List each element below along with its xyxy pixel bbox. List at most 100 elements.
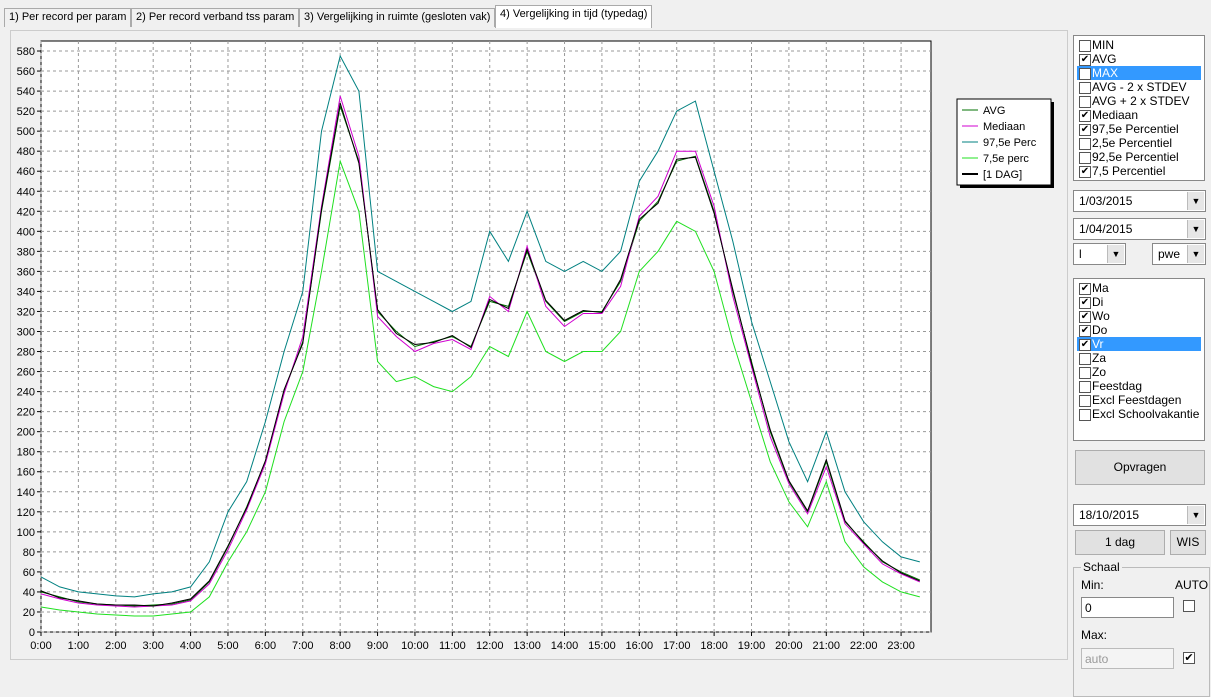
checkbox[interactable] [1079, 409, 1091, 421]
checkbox[interactable] [1079, 381, 1091, 393]
y-tick-label: 360 [17, 266, 35, 278]
y-tick-label: 480 [17, 146, 35, 158]
checklist-item[interactable]: ✔ Wo [1077, 309, 1201, 323]
dropdown-arrow[interactable]: ▼ [1107, 245, 1124, 263]
checkbox[interactable] [1079, 138, 1091, 150]
checkbox[interactable]: ✔ [1079, 124, 1091, 136]
checklist-item[interactable]: AVG + 2 x STDEV [1077, 94, 1201, 108]
tab[interactable]: 1) Per record per param [4, 8, 132, 27]
x-tick-label: 21:00 [813, 640, 841, 652]
legend-label: Mediaan [983, 121, 1025, 133]
x-tick-label: 13:00 [513, 640, 541, 652]
item-label: Vr [1092, 337, 1104, 351]
checkbox[interactable]: ✔ [1079, 166, 1091, 178]
combo-box[interactable]: 1/03/2015 ▼ [1073, 190, 1206, 212]
button[interactable]: 1 dag [1075, 530, 1165, 555]
checkbox[interactable] [1183, 600, 1195, 612]
group-title: Schaal [1081, 560, 1122, 574]
checkbox[interactable]: ✔ [1079, 297, 1091, 309]
checklist-item[interactable]: ✔ Mediaan [1077, 108, 1201, 122]
checklist-item[interactable]: MAX [1077, 66, 1201, 80]
item-label: 7,5 Percentiel [1092, 164, 1166, 178]
checkbox[interactable]: ✔ [1079, 325, 1091, 337]
checklist-item[interactable]: ✔ AVG [1077, 52, 1201, 66]
item-label: AVG + 2 x STDEV [1092, 94, 1190, 108]
legend-label: AVG [983, 105, 1005, 117]
checkbox[interactable]: ✔ [1079, 283, 1091, 295]
checklist-item[interactable]: ✔ Di [1077, 295, 1201, 309]
y-tick-label: 100 [17, 527, 35, 539]
tab[interactable]: 3) Vergelijking in ruimte (gesloten vak) [299, 8, 496, 27]
checkbox[interactable]: ✔ [1079, 110, 1091, 122]
checklist-item[interactable]: MIN [1077, 38, 1201, 52]
checkbox[interactable] [1079, 68, 1091, 80]
chart: 0 20 40 60 80 100 120 140 160 180 200 220 240 260 280 3… [17, 40, 1054, 652]
y-tick-label: 120 [17, 507, 35, 519]
combo-box[interactable]: 18/10/2015 ▼ [1073, 504, 1206, 526]
x-tick-label: 4:00 [180, 640, 201, 652]
checklist-item[interactable]: Za [1077, 351, 1201, 365]
combo-value: pwe [1158, 247, 1181, 261]
checkbox[interactable] [1079, 152, 1091, 164]
x-tick-label: 12:00 [476, 640, 504, 652]
checkbox[interactable]: ✔ [1183, 652, 1195, 664]
combo-value: 1/03/2015 [1079, 194, 1133, 208]
checklist-item[interactable]: 92,5e Percentiel [1077, 150, 1201, 164]
item-label: MAX [1092, 66, 1119, 80]
checklist-item[interactable]: ✔ Vr [1077, 337, 1201, 351]
checkbox[interactable] [1079, 96, 1091, 108]
y-tick-label: 400 [17, 226, 35, 238]
checklist-item[interactable]: ✔ Do [1077, 323, 1201, 337]
tab[interactable]: 2) Per record verband tss param [131, 8, 300, 27]
checkbox[interactable]: ✔ [1079, 339, 1091, 351]
text-input[interactable]: auto [1081, 648, 1174, 669]
series-line [40, 54, 920, 598]
button[interactable]: Opvragen [1075, 450, 1205, 485]
y-tick-label: 240 [17, 387, 35, 399]
x-tick-label: 19:00 [738, 640, 766, 652]
checkbox[interactable] [1079, 367, 1091, 379]
checkbox[interactable]: ✔ [1079, 54, 1091, 66]
text-input[interactable]: 0 [1081, 597, 1174, 618]
checkbox[interactable] [1079, 40, 1091, 52]
dropdown-arrow[interactable]: ▼ [1187, 506, 1204, 524]
checklist-item[interactable]: Excl Feestdagen [1077, 393, 1201, 407]
item-label: Do [1092, 323, 1108, 337]
checkbox[interactable]: ✔ [1079, 311, 1091, 323]
tab[interactable]: 4) Vergelijking in tijd (typedag) [495, 5, 653, 28]
y-tick-label: 500 [17, 126, 35, 138]
dropdown-arrow[interactable]: ▼ [1187, 245, 1204, 263]
label: Min: [1081, 578, 1104, 592]
checkbox[interactable] [1079, 353, 1091, 365]
y-tick-label: 160 [17, 467, 35, 479]
checklist-item[interactable]: ✔ 97,5e Percentiel [1077, 122, 1201, 136]
x-tick-label: 10:00 [401, 640, 429, 652]
checklist-item[interactable]: AVG - 2 x STDEV [1077, 80, 1201, 94]
checklist-item[interactable]: ✔ 7,5 Percentiel [1077, 164, 1201, 178]
legend-label: [1 DAG] [983, 169, 1022, 181]
x-tick-label: 11:00 [439, 640, 466, 652]
checkbox[interactable] [1079, 395, 1091, 407]
checklist-item[interactable]: Zo [1077, 365, 1201, 379]
button[interactable]: WIS [1170, 530, 1206, 555]
checkbox[interactable] [1079, 82, 1091, 94]
y-tick-label: 440 [17, 186, 35, 198]
item-label: Excl Feestdagen [1092, 393, 1182, 407]
combo-box[interactable]: pwe ▼ [1152, 243, 1206, 265]
checklist-item[interactable]: Excl Schoolvakantie [1077, 407, 1201, 421]
plot-area [40, 40, 932, 633]
x-tick-label: 15:00 [588, 640, 616, 652]
y-tick-label: 260 [17, 367, 35, 379]
y-tick-label: 40 [23, 587, 35, 599]
checklist-item[interactable]: ✔ Ma [1077, 281, 1201, 295]
combo-box[interactable]: l ▼ [1073, 243, 1126, 265]
checklist-item[interactable]: 2,5e Percentiel [1077, 136, 1201, 150]
checklist-item[interactable]: Feestdag [1077, 379, 1201, 393]
dropdown-arrow[interactable]: ▼ [1187, 192, 1204, 210]
y-tick-label: 560 [17, 66, 35, 78]
y-tick-label: 320 [17, 306, 35, 318]
combo-box[interactable]: 1/04/2015 ▼ [1073, 218, 1206, 240]
item-label: Feestdag [1092, 379, 1143, 393]
dropdown-arrow[interactable]: ▼ [1187, 220, 1204, 238]
